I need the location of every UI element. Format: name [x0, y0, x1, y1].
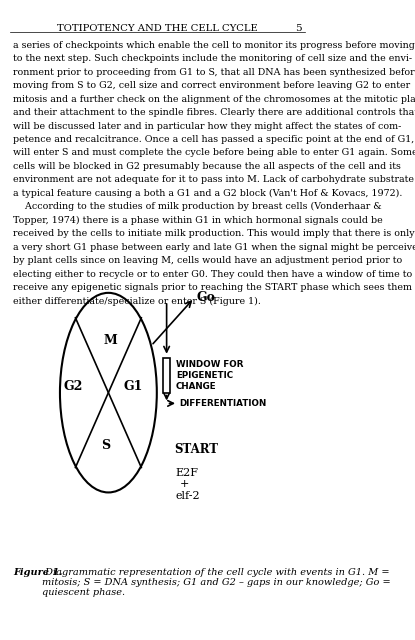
Text: START: START — [174, 443, 218, 456]
Text: to the next step. Such checkpoints include the monitoring of cell size and the e: to the next step. Such checkpoints inclu… — [13, 54, 413, 63]
Text: +: + — [180, 479, 189, 489]
Text: Topper, 1974) there is a phase within G1 in which hormonal signals could be: Topper, 1974) there is a phase within G1… — [13, 216, 383, 225]
Text: moving from S to G2, cell size and correct environment before leaving G2 to ente: moving from S to G2, cell size and corre… — [13, 81, 410, 90]
Bar — [163, 358, 170, 393]
Text: TOTIPOTENCY AND THE CELL CYCLE: TOTIPOTENCY AND THE CELL CYCLE — [57, 24, 258, 33]
Text: G1: G1 — [124, 380, 143, 393]
Text: Diagrammatic representation of the cell cycle with events in G1. M = mitosis; S : Diagrammatic representation of the cell … — [42, 568, 391, 597]
Text: environment are not adequate for it to pass into M. Lack of carbohydrate substra: environment are not adequate for it to p… — [13, 175, 415, 184]
Text: a typical feature causing a both a G1 and a G2 block (Van't Hof & Kovacs, 1972).: a typical feature causing a both a G1 an… — [13, 189, 403, 198]
Text: elf-2: elf-2 — [176, 491, 200, 500]
Text: cells will be blocked in G2 presumably because the all aspects of the cell and i: cells will be blocked in G2 presumably b… — [13, 162, 401, 171]
Text: ronment prior to proceeding from G1 to S, that all DNA has been synthesized befo: ronment prior to proceeding from G1 to S… — [13, 68, 415, 77]
Text: will be discussed later and in particular how they might affect the states of co: will be discussed later and in particula… — [13, 122, 402, 131]
Text: petence and recalcitrance. Once a cell has passed a specific point at the end of: petence and recalcitrance. Once a cell h… — [13, 135, 415, 144]
Text: either differentiate/specialize or enter S (Figure 1).: either differentiate/specialize or enter… — [13, 296, 261, 305]
Text: Figure 1.: Figure 1. — [13, 568, 63, 577]
Text: E2F: E2F — [176, 468, 199, 478]
Text: S: S — [101, 439, 110, 452]
Text: DIFFERENTIATION: DIFFERENTIATION — [179, 399, 266, 408]
Text: mitosis and a further check on the alignment of the chromosomes at the mitotic p: mitosis and a further check on the align… — [13, 95, 415, 104]
Text: receive any epigenetic signals prior to reaching the START phase which sees them: receive any epigenetic signals prior to … — [13, 283, 413, 292]
Text: will enter S and must complete the cycle before being able to enter G1 again. So: will enter S and must complete the cycle… — [13, 148, 415, 157]
Text: M: M — [103, 334, 117, 348]
Text: a very short G1 phase between early and late G1 when the signal might be perceiv: a very short G1 phase between early and … — [13, 243, 415, 252]
Text: According to the studies of milk production by breast cells (Vonderhaar &: According to the studies of milk product… — [13, 202, 382, 211]
Text: by plant cells since on leaving M, cells would have an adjustment period prior t: by plant cells since on leaving M, cells… — [13, 256, 403, 265]
Text: and their attachment to the spindle fibres. Clearly there are additional control: and their attachment to the spindle fibr… — [13, 108, 415, 117]
Text: a series of checkpoints which enable the cell to monitor its progress before mov: a series of checkpoints which enable the… — [13, 41, 415, 50]
Text: WINDOW FOR
EPIGENETIC
CHANGE: WINDOW FOR EPIGENETIC CHANGE — [176, 360, 243, 391]
Text: received by the cells to initiate milk production. This would imply that there i: received by the cells to initiate milk p… — [13, 229, 415, 238]
Text: 5: 5 — [295, 24, 301, 33]
Text: Go: Go — [197, 291, 215, 305]
Text: G2: G2 — [64, 380, 83, 393]
Text: electing either to recycle or to enter G0. They could then have a window of time: electing either to recycle or to enter G… — [13, 269, 413, 278]
